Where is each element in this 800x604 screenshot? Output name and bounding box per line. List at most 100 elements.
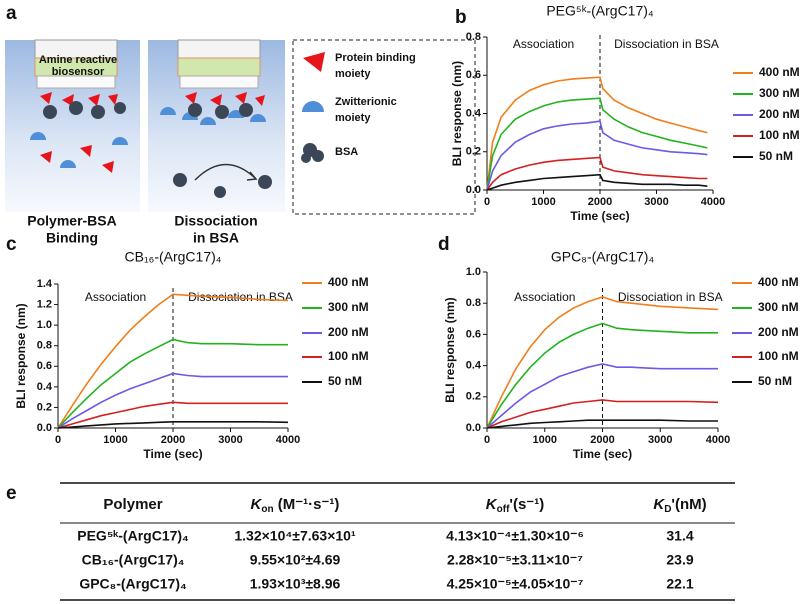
x-tick-label: 0 [484,434,490,446]
x-tick-label: 2000 [590,434,614,446]
y-tick-label: 0.6 [37,360,52,372]
x-axis-label: Time (sec) [143,447,202,461]
legend-label: 100 nM [758,349,799,363]
y-tick-label: 0.6 [466,69,481,81]
header-unit: (M⁻¹·s⁻¹) [274,496,340,513]
series-line [57,338,288,429]
series-line [486,173,708,191]
y-tick-label: 0.8 [466,297,481,309]
panel-label: b [455,7,467,28]
table-cell: CB₁₆-(ArgC17)₄ [82,552,185,568]
legend-label: 50 nM [758,374,792,388]
legend-label: 100 nM [328,349,369,363]
series-line [486,156,708,191]
y-tick-label: 0.4 [37,381,53,393]
chart-title: PEG⁵ᵏ-(ArgC17)₄ [546,3,654,19]
legend-text: Protein binding [335,52,416,64]
header-symbol: K [251,496,263,513]
legend-label: 300 nM [758,300,799,314]
series-line [486,322,718,429]
annotation: Association [85,290,146,304]
header-symbol: K [486,496,498,513]
legend-label: 200 nM [328,325,369,339]
y-tick-label: 1.0 [466,266,481,278]
x-tick-label: 3000 [218,434,242,446]
y-tick-label: 0.8 [466,31,481,43]
legend-text: Zwitterionic [335,96,397,108]
y-tick-label: 0.4 [466,360,482,372]
legend-label: 50 nM [759,149,793,163]
x-tick-label: 1000 [103,434,127,446]
x-tick-label: 4000 [276,434,300,446]
x-tick-label: 2000 [161,434,185,446]
series-line [486,296,719,429]
series-line [486,419,718,429]
table-header: Polymer [103,496,162,513]
legend-label: 300 nM [328,300,369,314]
header-subscript: D [664,504,671,515]
x-tick-label: 3000 [644,196,668,208]
x-axis-label: Time (sec) [573,447,632,461]
legend-label: 400 nM [328,275,369,289]
table-cell: 4.25×10⁻⁵±4.05×10⁻⁷ [447,576,584,592]
annotation: Association [514,290,575,304]
caption: in BSA [193,230,239,246]
y-axis-label: BLI response (nm) [450,61,464,166]
y-tick-label: 0.0 [466,184,481,196]
table-cell: 23.9 [666,552,693,568]
panel-label: d [438,234,450,255]
table-cell: 2.28×10⁻⁵±3.11×10⁻⁷ [447,552,583,568]
x-tick-label: 0 [484,196,490,208]
annotation: Dissociation in BSA [614,37,719,51]
legend-label: 300 nM [759,86,800,100]
table-cell: 22.1 [666,576,693,592]
x-axis-label: Time (sec) [570,209,629,223]
header-subscript: on [261,504,273,515]
molecules [30,92,272,198]
legend-icon [303,52,325,72]
legend-label: 200 nM [758,325,799,339]
header-unit: '(s⁻¹) [509,496,544,513]
caption: Polymer-BSA [27,213,116,229]
legend-label: 50 nM [328,374,362,388]
legend-text: moiety [335,112,371,124]
y-tick-label: 1.0 [37,319,52,331]
table-cell: PEG⁵ᵏ-(ArgC17)₄ [77,528,188,544]
x-tick-label: 0 [55,434,61,446]
table-cell: 1.93×10³±8.96 [250,576,341,592]
series-line [57,421,289,429]
legend-icon [302,101,324,112]
x-tick-label: 1000 [531,196,555,208]
x-tick-label: 2000 [588,196,612,208]
y-tick-label: 0.4 [466,107,482,119]
legend-label: 100 nM [759,128,800,142]
x-tick-label: 1000 [533,434,557,446]
legend-text: moiety [335,68,371,80]
caption: Dissociation [174,213,257,229]
panel-label: a [6,3,17,24]
sensor-label: Amine reactive [39,54,117,66]
panel-label: e [6,483,17,504]
series-line [486,399,719,429]
series-line [486,120,708,191]
chart-title: GPC₈-(ArgC17)₄ [551,249,655,265]
table-header: Kon (M⁻¹·s⁻¹) [251,496,340,515]
y-tick-label: 0.0 [466,422,481,434]
y-tick-label: 1.2 [37,298,52,310]
x-tick-label: 3000 [648,434,672,446]
series-line [57,401,288,429]
table-header: Koff'(s⁻¹) [486,496,544,515]
table-cell: 1.32×10⁴±7.63×10¹ [234,528,356,544]
panel-label: c [6,234,17,255]
x-tick-label: 4000 [706,434,730,446]
series-line [486,76,708,191]
series-line [57,372,288,429]
caption: Binding [46,230,98,246]
y-tick-label: 0.2 [466,146,481,158]
x-tick-label: 4000 [701,196,725,208]
schematic: Amine reactive biosensor Protein binding… [5,39,476,246]
legend-label: 400 nM [758,275,799,289]
series-line [486,363,718,429]
legend-text: BSA [335,146,358,158]
header-unit: '(nM) [671,496,706,513]
